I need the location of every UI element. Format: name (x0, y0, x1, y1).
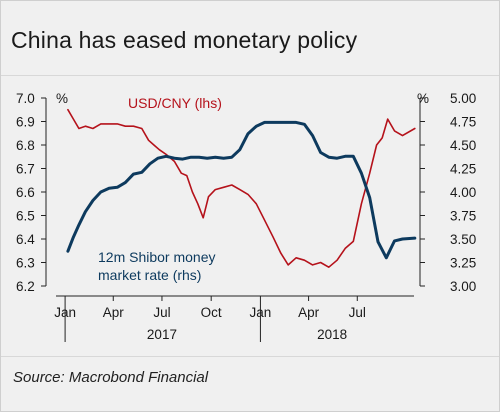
left-axis-tick-label: 6.7 (16, 162, 35, 177)
right-axis-tick-label: 3.25 (450, 256, 476, 271)
chart-axes: 7.0 6.9 6.8 6.7 6.6 6.5 6.4 6.3 6.2% 5.00 4.75 4.50… (16, 91, 476, 342)
right-axis-tick-label: 5.00 (450, 91, 476, 106)
right-axis-tick-label: 4.50 (450, 138, 476, 153)
right-axis-tick-label: 4.25 (450, 162, 476, 177)
x-axis-tick-label: Apr (103, 305, 125, 320)
right-axis-tick-label: 3.00 (450, 279, 476, 294)
source-note: Source: Macrobond Financial (13, 369, 209, 386)
chart-lines (66, 108, 417, 268)
left-axis-tick-label: 6.3 (16, 256, 35, 271)
right-axis-tick-label: 4.00 (450, 185, 476, 200)
chart-title: China has eased monetary policy (11, 27, 358, 53)
right-axis-tick-label: 3.75 (450, 209, 476, 224)
right-axis-unit: % (417, 91, 429, 106)
usd-cny-series-line (67, 108, 416, 268)
x-axis-tick-label: Apr (298, 305, 320, 320)
x-axis-tick-label: Jul (349, 305, 366, 320)
title-divider (1, 75, 499, 76)
left-axis-tick-label: 6.4 (16, 232, 35, 247)
x-axis-year-label: 2017 (147, 327, 177, 342)
left-axis-tick-label: 6.6 (16, 185, 35, 200)
shibor-label-line2: market rate (rhs) (98, 267, 201, 283)
x-axis-tick-label: Oct (201, 305, 222, 320)
usd-cny-label: USD/CNY (lhs) (128, 95, 222, 111)
footer-divider (1, 356, 499, 357)
left-axis-tick-label: 7.0 (16, 91, 35, 106)
shibor-series-line (66, 120, 417, 260)
left-axis-tick-label: 6.5 (16, 209, 35, 224)
right-axis-tick-label: 3.50 (450, 232, 476, 247)
x-axis-year-label: 2018 (317, 327, 347, 342)
left-axis-tick-label: 6.2 (16, 279, 35, 294)
shibor-label-line1: 12m Shibor money (98, 249, 216, 265)
left-axis-tick-label: 6.8 (16, 138, 35, 153)
right-axis-tick-label: 4.75 (450, 115, 476, 130)
left-axis-unit: % (56, 91, 68, 106)
x-axis-tick-label: Jul (153, 305, 170, 320)
left-axis-tick-label: 6.9 (16, 115, 35, 130)
